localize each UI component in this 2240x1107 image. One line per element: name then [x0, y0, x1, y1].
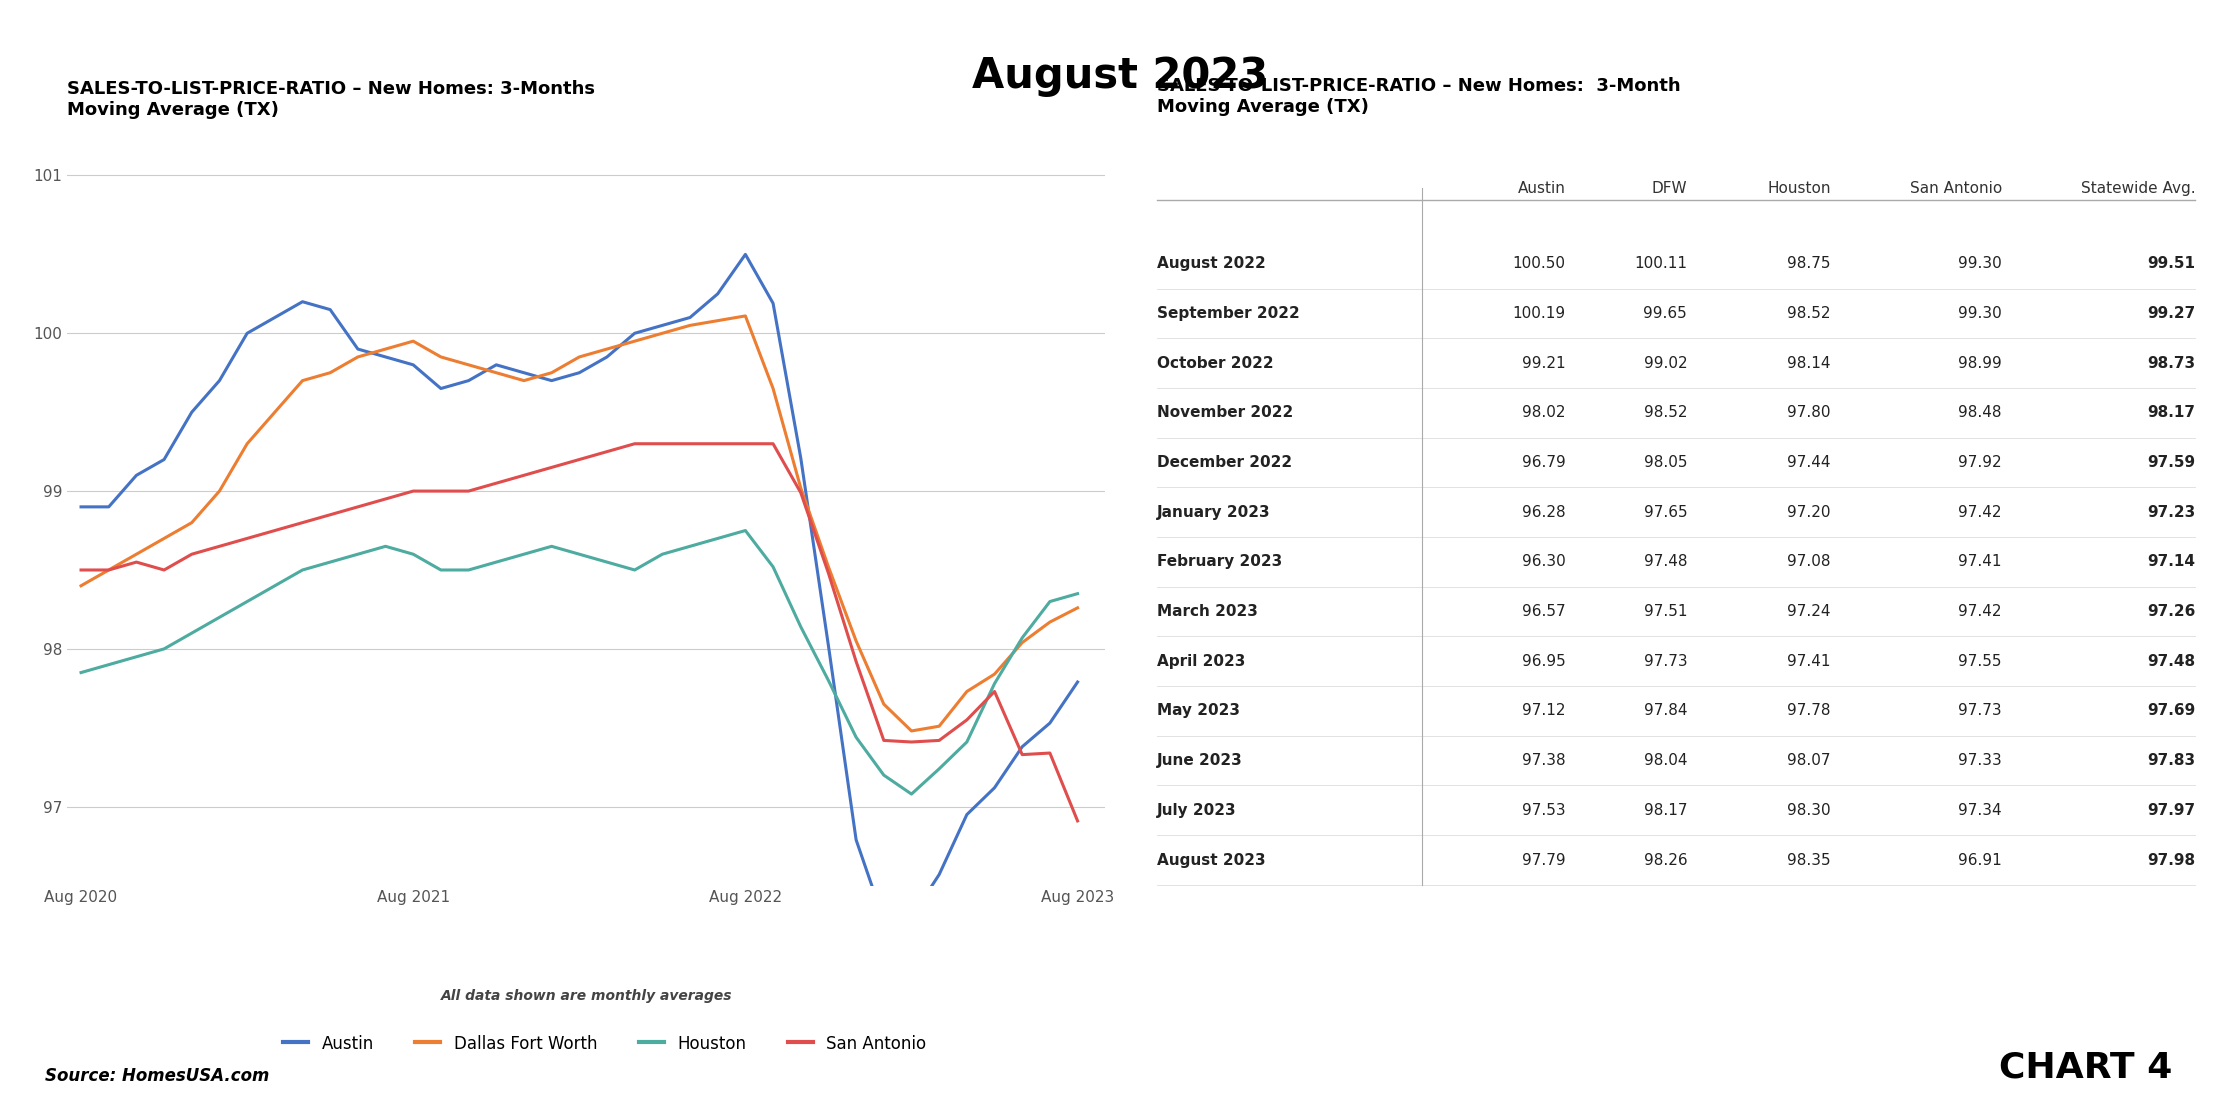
Text: 97.69: 97.69 [2146, 703, 2195, 718]
Text: 96.95: 96.95 [1521, 654, 1566, 669]
Text: 97.59: 97.59 [2148, 455, 2195, 470]
Text: 99.27: 99.27 [2146, 306, 2195, 321]
Text: 97.92: 97.92 [1958, 455, 2003, 470]
Text: 97.42: 97.42 [1958, 604, 2003, 619]
Text: 100.50: 100.50 [1512, 256, 1566, 271]
Text: January 2023: January 2023 [1158, 505, 1270, 519]
Text: 97.23: 97.23 [2146, 505, 2195, 519]
Text: 97.44: 97.44 [1788, 455, 1830, 470]
Text: April 2023: April 2023 [1158, 654, 1245, 669]
Text: 97.48: 97.48 [2148, 654, 2195, 669]
Text: 98.52: 98.52 [1788, 306, 1830, 321]
Text: 97.48: 97.48 [1644, 555, 1687, 569]
Legend: Austin, Dallas Fort Worth, Houston, San Antonio: Austin, Dallas Fort Worth, Houston, San … [276, 1028, 934, 1059]
Text: 97.84: 97.84 [1644, 703, 1687, 718]
Text: Statewide Avg.: Statewide Avg. [2081, 180, 2195, 196]
Text: 97.55: 97.55 [1958, 654, 2003, 669]
Text: 97.26: 97.26 [2146, 604, 2195, 619]
Text: 98.17: 98.17 [1644, 803, 1687, 818]
Text: DFW: DFW [1651, 180, 1687, 196]
Text: 100.19: 100.19 [1512, 306, 1566, 321]
Text: 97.41: 97.41 [1788, 654, 1830, 669]
Text: March 2023: March 2023 [1158, 604, 1259, 619]
Text: Austin: Austin [1519, 180, 1566, 196]
Text: May 2023: May 2023 [1158, 703, 1241, 718]
Text: 97.51: 97.51 [1644, 604, 1687, 619]
Text: August 2023: August 2023 [1158, 852, 1266, 868]
Text: 99.65: 99.65 [1644, 306, 1687, 321]
Text: 98.99: 98.99 [1958, 355, 2003, 371]
Text: 99.02: 99.02 [1644, 355, 1687, 371]
Text: 97.14: 97.14 [2148, 555, 2195, 569]
Text: 97.12: 97.12 [1523, 703, 1566, 718]
Text: 97.97: 97.97 [2148, 803, 2195, 818]
Text: 97.73: 97.73 [1958, 703, 2003, 718]
Text: June 2023: June 2023 [1158, 753, 1243, 768]
Text: 96.57: 96.57 [1523, 604, 1566, 619]
Text: February 2023: February 2023 [1158, 555, 1284, 569]
Text: 97.38: 97.38 [1523, 753, 1566, 768]
Text: 97.08: 97.08 [1788, 555, 1830, 569]
Text: November 2022: November 2022 [1158, 405, 1292, 421]
Text: 97.78: 97.78 [1788, 703, 1830, 718]
Text: October 2022: October 2022 [1158, 355, 1275, 371]
Text: 97.79: 97.79 [1523, 852, 1566, 868]
Text: 97.73: 97.73 [1644, 654, 1687, 669]
Text: 96.91: 96.91 [1958, 852, 2003, 868]
Text: 97.33: 97.33 [1958, 753, 2003, 768]
Text: 97.34: 97.34 [1958, 803, 2003, 818]
Text: August 2023: August 2023 [972, 55, 1268, 97]
Text: July 2023: July 2023 [1158, 803, 1236, 818]
Text: 98.75: 98.75 [1788, 256, 1830, 271]
Text: 99.30: 99.30 [1958, 256, 2003, 271]
Text: 98.30: 98.30 [1788, 803, 1830, 818]
Text: 97.83: 97.83 [2148, 753, 2195, 768]
Text: 98.07: 98.07 [1788, 753, 1830, 768]
Text: San Antonio: San Antonio [1911, 180, 2003, 196]
Text: 98.73: 98.73 [2148, 355, 2195, 371]
Text: 97.20: 97.20 [1788, 505, 1830, 519]
Text: 98.52: 98.52 [1644, 405, 1687, 421]
Text: 98.02: 98.02 [1523, 405, 1566, 421]
Text: 96.28: 96.28 [1523, 505, 1566, 519]
Text: August 2022: August 2022 [1158, 256, 1266, 271]
Text: 99.21: 99.21 [1523, 355, 1566, 371]
Text: December 2022: December 2022 [1158, 455, 1292, 470]
Text: SALES-TO-LIST-PRICE-RATIO – New Homes: 3-Months
Moving Average (TX): SALES-TO-LIST-PRICE-RATIO – New Homes: 3… [67, 81, 596, 120]
Text: 97.24: 97.24 [1788, 604, 1830, 619]
Text: CHART 4: CHART 4 [2000, 1051, 2173, 1085]
Text: 97.80: 97.80 [1788, 405, 1830, 421]
Text: 98.48: 98.48 [1958, 405, 2003, 421]
Text: All data shown are monthly averages: All data shown are monthly averages [441, 990, 732, 1003]
Text: 98.35: 98.35 [1788, 852, 1830, 868]
Text: 97.98: 97.98 [2148, 852, 2195, 868]
Text: 99.51: 99.51 [2148, 256, 2195, 271]
Text: 97.53: 97.53 [1523, 803, 1566, 818]
Text: 98.17: 98.17 [2148, 405, 2195, 421]
Text: 97.41: 97.41 [1958, 555, 2003, 569]
Text: 100.11: 100.11 [1635, 256, 1687, 271]
Text: 98.26: 98.26 [1644, 852, 1687, 868]
Text: 99.30: 99.30 [1958, 306, 2003, 321]
Text: 97.42: 97.42 [1958, 505, 2003, 519]
Text: 96.79: 96.79 [1521, 455, 1566, 470]
Text: 98.04: 98.04 [1644, 753, 1687, 768]
Text: 98.05: 98.05 [1644, 455, 1687, 470]
Text: Source: HomesUSA.com: Source: HomesUSA.com [45, 1067, 269, 1085]
Text: September 2022: September 2022 [1158, 306, 1299, 321]
Text: SALES-TO-LIST-PRICE-RATIO – New Homes:  3-Month
Moving Average (TX): SALES-TO-LIST-PRICE-RATIO – New Homes: 3… [1158, 77, 1680, 116]
Text: Houston: Houston [1767, 180, 1830, 196]
Text: 97.65: 97.65 [1644, 505, 1687, 519]
Text: 98.14: 98.14 [1788, 355, 1830, 371]
Text: 96.30: 96.30 [1521, 555, 1566, 569]
